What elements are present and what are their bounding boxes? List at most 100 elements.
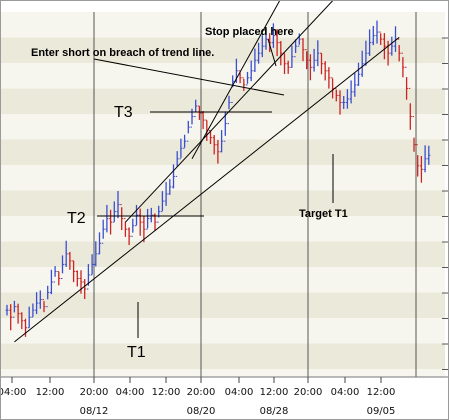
- price-bar: [427, 145, 431, 165]
- price-bar: [297, 33, 301, 47]
- price-bar: [135, 204, 138, 227]
- price-bar: [382, 33, 386, 60]
- price-bar: [5, 304, 9, 316]
- price-bar: [131, 218, 135, 237]
- price-bar: [238, 70, 242, 84]
- annotation-entry: Enter short on breach of trend line.: [31, 47, 214, 59]
- price-bar: [360, 50, 364, 77]
- price-bar: [42, 299, 46, 313]
- price-bar: [86, 264, 90, 290]
- price-bar: [408, 87, 412, 130]
- x-axis: 04:00 12:00 20:00 08/12 04:00 12:00 20:00 08/20…: [0, 37, 449, 420]
- price-bar: [371, 26, 375, 46]
- price-bar: [90, 254, 94, 276]
- price-bar: [419, 156, 423, 183]
- price-bar: [197, 105, 201, 120]
- price-bar: [264, 28, 268, 50]
- grid-band: [0, 318, 445, 344]
- price-bar: [316, 40, 320, 67]
- price-bar: [323, 61, 327, 81]
- price-bar: [379, 31, 383, 45]
- price-bar: [257, 42, 261, 64]
- price-bar: [401, 52, 405, 78]
- price-bar: [249, 60, 253, 82]
- grid-band: [0, 343, 445, 369]
- price-bar: [164, 182, 168, 206]
- price-bar: [242, 77, 246, 91]
- price-bar: [357, 62, 360, 86]
- x-tick-label: 20:00: [294, 387, 323, 398]
- price-bar: [271, 23, 275, 48]
- x-tick-label: 04:00: [116, 387, 145, 398]
- x-axis-background: [0, 377, 449, 420]
- price-bar: [138, 208, 142, 236]
- price-bar: [368, 29, 372, 56]
- price-bar: [94, 241, 98, 267]
- price-bar: [157, 205, 161, 223]
- x-tick-label: 04:00: [331, 387, 360, 398]
- price-bar: [38, 290, 42, 309]
- x-tick-label: 12:00: [367, 387, 396, 398]
- x-date-label: 08/28: [260, 406, 289, 417]
- price-bar: [31, 303, 35, 318]
- price-bar: [397, 38, 401, 62]
- annotation-target: Target T1: [299, 208, 348, 220]
- price-bar: [412, 116, 416, 152]
- price-bar: [216, 139, 220, 164]
- price-bar: [149, 207, 153, 223]
- price-bar: [201, 111, 205, 130]
- price-bar: [342, 96, 346, 109]
- price-bar: [98, 232, 101, 255]
- price-bar: [279, 41, 283, 66]
- price-bar: [349, 80, 353, 104]
- price-bar: [57, 270, 61, 286]
- price-bar: [331, 77, 335, 99]
- x-tick-label: 04:00: [225, 387, 254, 398]
- price-bar: [305, 49, 309, 70]
- price-bar: [120, 204, 124, 231]
- price-bar: [172, 164, 175, 189]
- annotation-stop: Stop placed here: [205, 26, 294, 38]
- price-bar: [338, 90, 342, 115]
- price-bar: [27, 306, 31, 329]
- price-bar: [142, 216, 146, 243]
- price-bar: [35, 292, 39, 315]
- price-bar: [390, 36, 394, 56]
- price-bar: [175, 151, 179, 177]
- price-bar: [112, 201, 116, 223]
- grid-band: [0, 12, 445, 38]
- annotation-t2: T2: [67, 210, 86, 227]
- price-bar: [209, 130, 212, 145]
- price-bar: [127, 227, 131, 246]
- grid-band: [0, 88, 445, 114]
- price-bar: [194, 99, 198, 118]
- price-bar: [190, 108, 194, 128]
- price-bar: [246, 71, 249, 86]
- trend-lines: [14, 0, 400, 343]
- price-bar: [9, 304, 13, 331]
- price-bar: [308, 54, 312, 81]
- x-tick-label: 20:00: [187, 387, 216, 398]
- price-bar: [227, 95, 231, 125]
- price-bar: [405, 66, 409, 100]
- session-separator-lines: [93, 12, 417, 392]
- price-bar: [220, 130, 224, 153]
- price-bar: [320, 52, 323, 75]
- price-bar: [160, 191, 164, 213]
- price-bar: [49, 269, 53, 295]
- price-bar: [275, 29, 279, 57]
- price-bar: [83, 279, 87, 300]
- grid-band: [0, 63, 445, 89]
- price-bar: [416, 144, 420, 177]
- price-bar: [301, 38, 305, 62]
- price-bar: [294, 39, 298, 58]
- price-bar: [12, 300, 16, 318]
- price-bars: [5, 20, 431, 337]
- price-bar: [105, 204, 109, 233]
- price-bar: [375, 20, 379, 44]
- grid-band: [0, 139, 445, 165]
- price-bar: [116, 190, 120, 219]
- price-bar: [109, 209, 113, 235]
- x-date-label: 08/20: [187, 406, 216, 417]
